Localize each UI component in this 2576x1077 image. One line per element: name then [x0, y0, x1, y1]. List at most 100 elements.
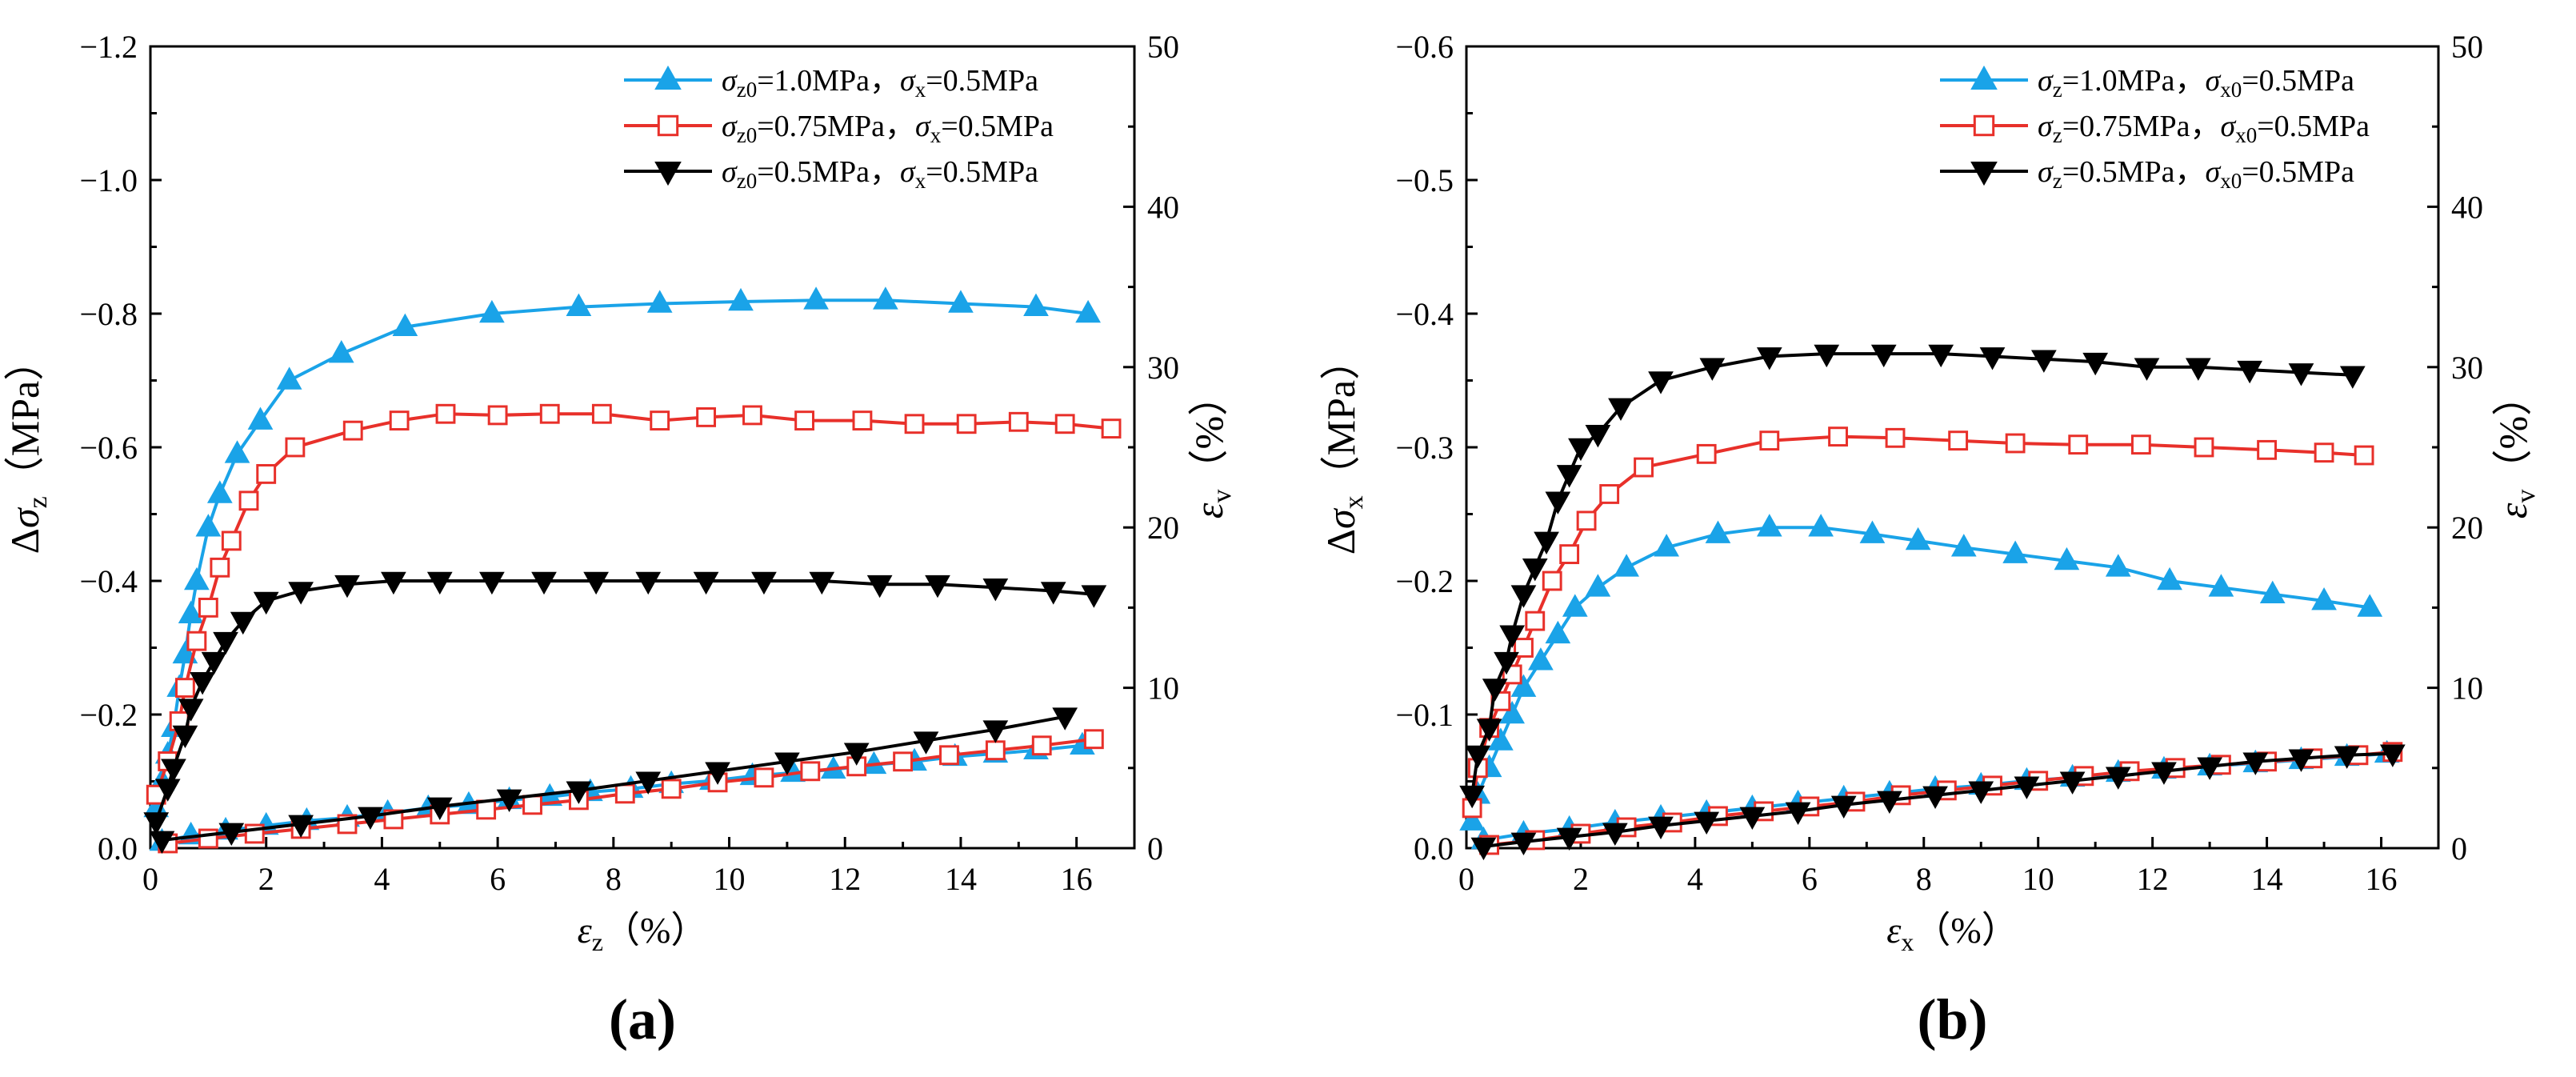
data-point — [982, 579, 1009, 602]
data-point — [2237, 360, 2263, 384]
legend-entry: σz=0.5MPa，σx0=0.5MPa — [2038, 155, 2354, 193]
data-point — [1739, 807, 1766, 830]
y2-tick-label: 0 — [2451, 831, 2467, 867]
data-point — [276, 366, 302, 390]
data-point — [154, 779, 181, 802]
y-tick-label: 0.0 — [98, 831, 138, 867]
data-point — [392, 313, 418, 336]
data-point — [646, 290, 673, 313]
data-point — [1075, 299, 1101, 323]
data-point — [1759, 430, 1780, 451]
data-point — [1459, 807, 1486, 831]
y2-tick-label: 30 — [2451, 350, 2483, 386]
legend-marker — [1970, 162, 1998, 186]
data-point — [435, 403, 456, 424]
data-point — [1599, 484, 1620, 504]
legend-entry: σz=1.0MPa，σx0=0.5MPa — [2038, 64, 2354, 102]
data-point — [566, 781, 592, 804]
data-point — [800, 761, 821, 782]
data-point — [1634, 457, 1654, 478]
data-point — [206, 480, 233, 503]
data-point — [803, 286, 829, 310]
data-point — [1054, 414, 1075, 434]
data-point — [1562, 594, 1588, 617]
data-point — [522, 795, 542, 815]
data-point — [1522, 559, 1548, 582]
chart1-series-5 — [1470, 744, 2406, 861]
x-tick-label: 2 — [1573, 861, 1589, 897]
x-tick-label: 14 — [945, 861, 977, 897]
data-point — [1968, 781, 1994, 804]
data-point — [1510, 585, 1537, 608]
data-point — [253, 591, 279, 615]
data-point — [1828, 426, 1848, 447]
legend-entry: σz0=0.5MPa，σx=0.5MPa — [722, 155, 1038, 193]
data-point — [342, 420, 363, 441]
data-point — [754, 767, 774, 788]
data-point — [635, 771, 662, 795]
data-point — [1052, 707, 1078, 731]
data-point — [2194, 437, 2214, 458]
data-point — [1756, 347, 1782, 370]
x-axis-label: εx（%） — [1886, 910, 2018, 956]
data-point — [1705, 520, 1731, 543]
y-tick-label: −0.3 — [1395, 430, 1454, 466]
data-point — [2002, 540, 2028, 563]
y-axis-label: Δσz（MPa） — [2, 341, 53, 554]
x-tick-label: 6 — [490, 861, 506, 897]
data-point — [1510, 674, 1537, 697]
data-point — [774, 752, 800, 775]
data-point — [794, 410, 815, 431]
data-point — [1499, 625, 1526, 648]
data-point — [1922, 786, 1948, 809]
data-point — [1459, 785, 1486, 809]
data-point — [1699, 358, 1726, 381]
data-point — [1585, 574, 1611, 597]
data-point — [1534, 531, 1559, 555]
data-point — [161, 759, 186, 782]
x-tick-label: 10 — [714, 861, 746, 897]
data-point — [2311, 587, 2337, 611]
data-point — [2134, 358, 2160, 381]
data-point — [2185, 358, 2211, 381]
data-point — [1514, 638, 1534, 658]
chart0-series-2 — [143, 571, 1107, 835]
data-point — [982, 720, 1009, 743]
y2-axis-label: εv（%） — [2490, 376, 2541, 518]
data-point — [2208, 574, 2234, 597]
legend-marker — [1973, 114, 1995, 137]
data-point — [2288, 363, 2314, 386]
data-point — [198, 828, 218, 849]
data-point — [1859, 520, 1886, 543]
data-point — [1814, 344, 1840, 368]
data-point — [809, 571, 835, 595]
data-point — [172, 725, 198, 749]
y-tick-label: −1.2 — [79, 29, 138, 65]
x-axis-label: εz（%） — [578, 910, 708, 956]
data-point — [873, 286, 898, 310]
data-point — [1905, 526, 1931, 551]
y-tick-label: −0.4 — [1395, 296, 1454, 332]
legend-marker — [1970, 65, 1998, 90]
data-point — [531, 571, 557, 595]
y-tick-label: −1.0 — [79, 162, 138, 198]
y-tick-label: −0.8 — [79, 296, 138, 332]
series-line — [1470, 352, 2353, 795]
data-point — [334, 575, 360, 599]
data-point — [381, 571, 406, 595]
data-point — [143, 812, 170, 835]
data-point — [2082, 352, 2109, 376]
data-point — [1008, 411, 1029, 432]
data-point — [288, 815, 314, 839]
data-point — [956, 414, 977, 434]
data-point — [2005, 433, 2026, 454]
data-point — [358, 807, 383, 830]
data-point — [539, 403, 560, 424]
data-point — [2030, 350, 2057, 373]
data-point — [866, 575, 893, 599]
data-point — [948, 290, 974, 313]
chart0-series-5 — [149, 707, 1078, 855]
data-point — [1545, 620, 1571, 644]
data-point — [985, 740, 1006, 761]
